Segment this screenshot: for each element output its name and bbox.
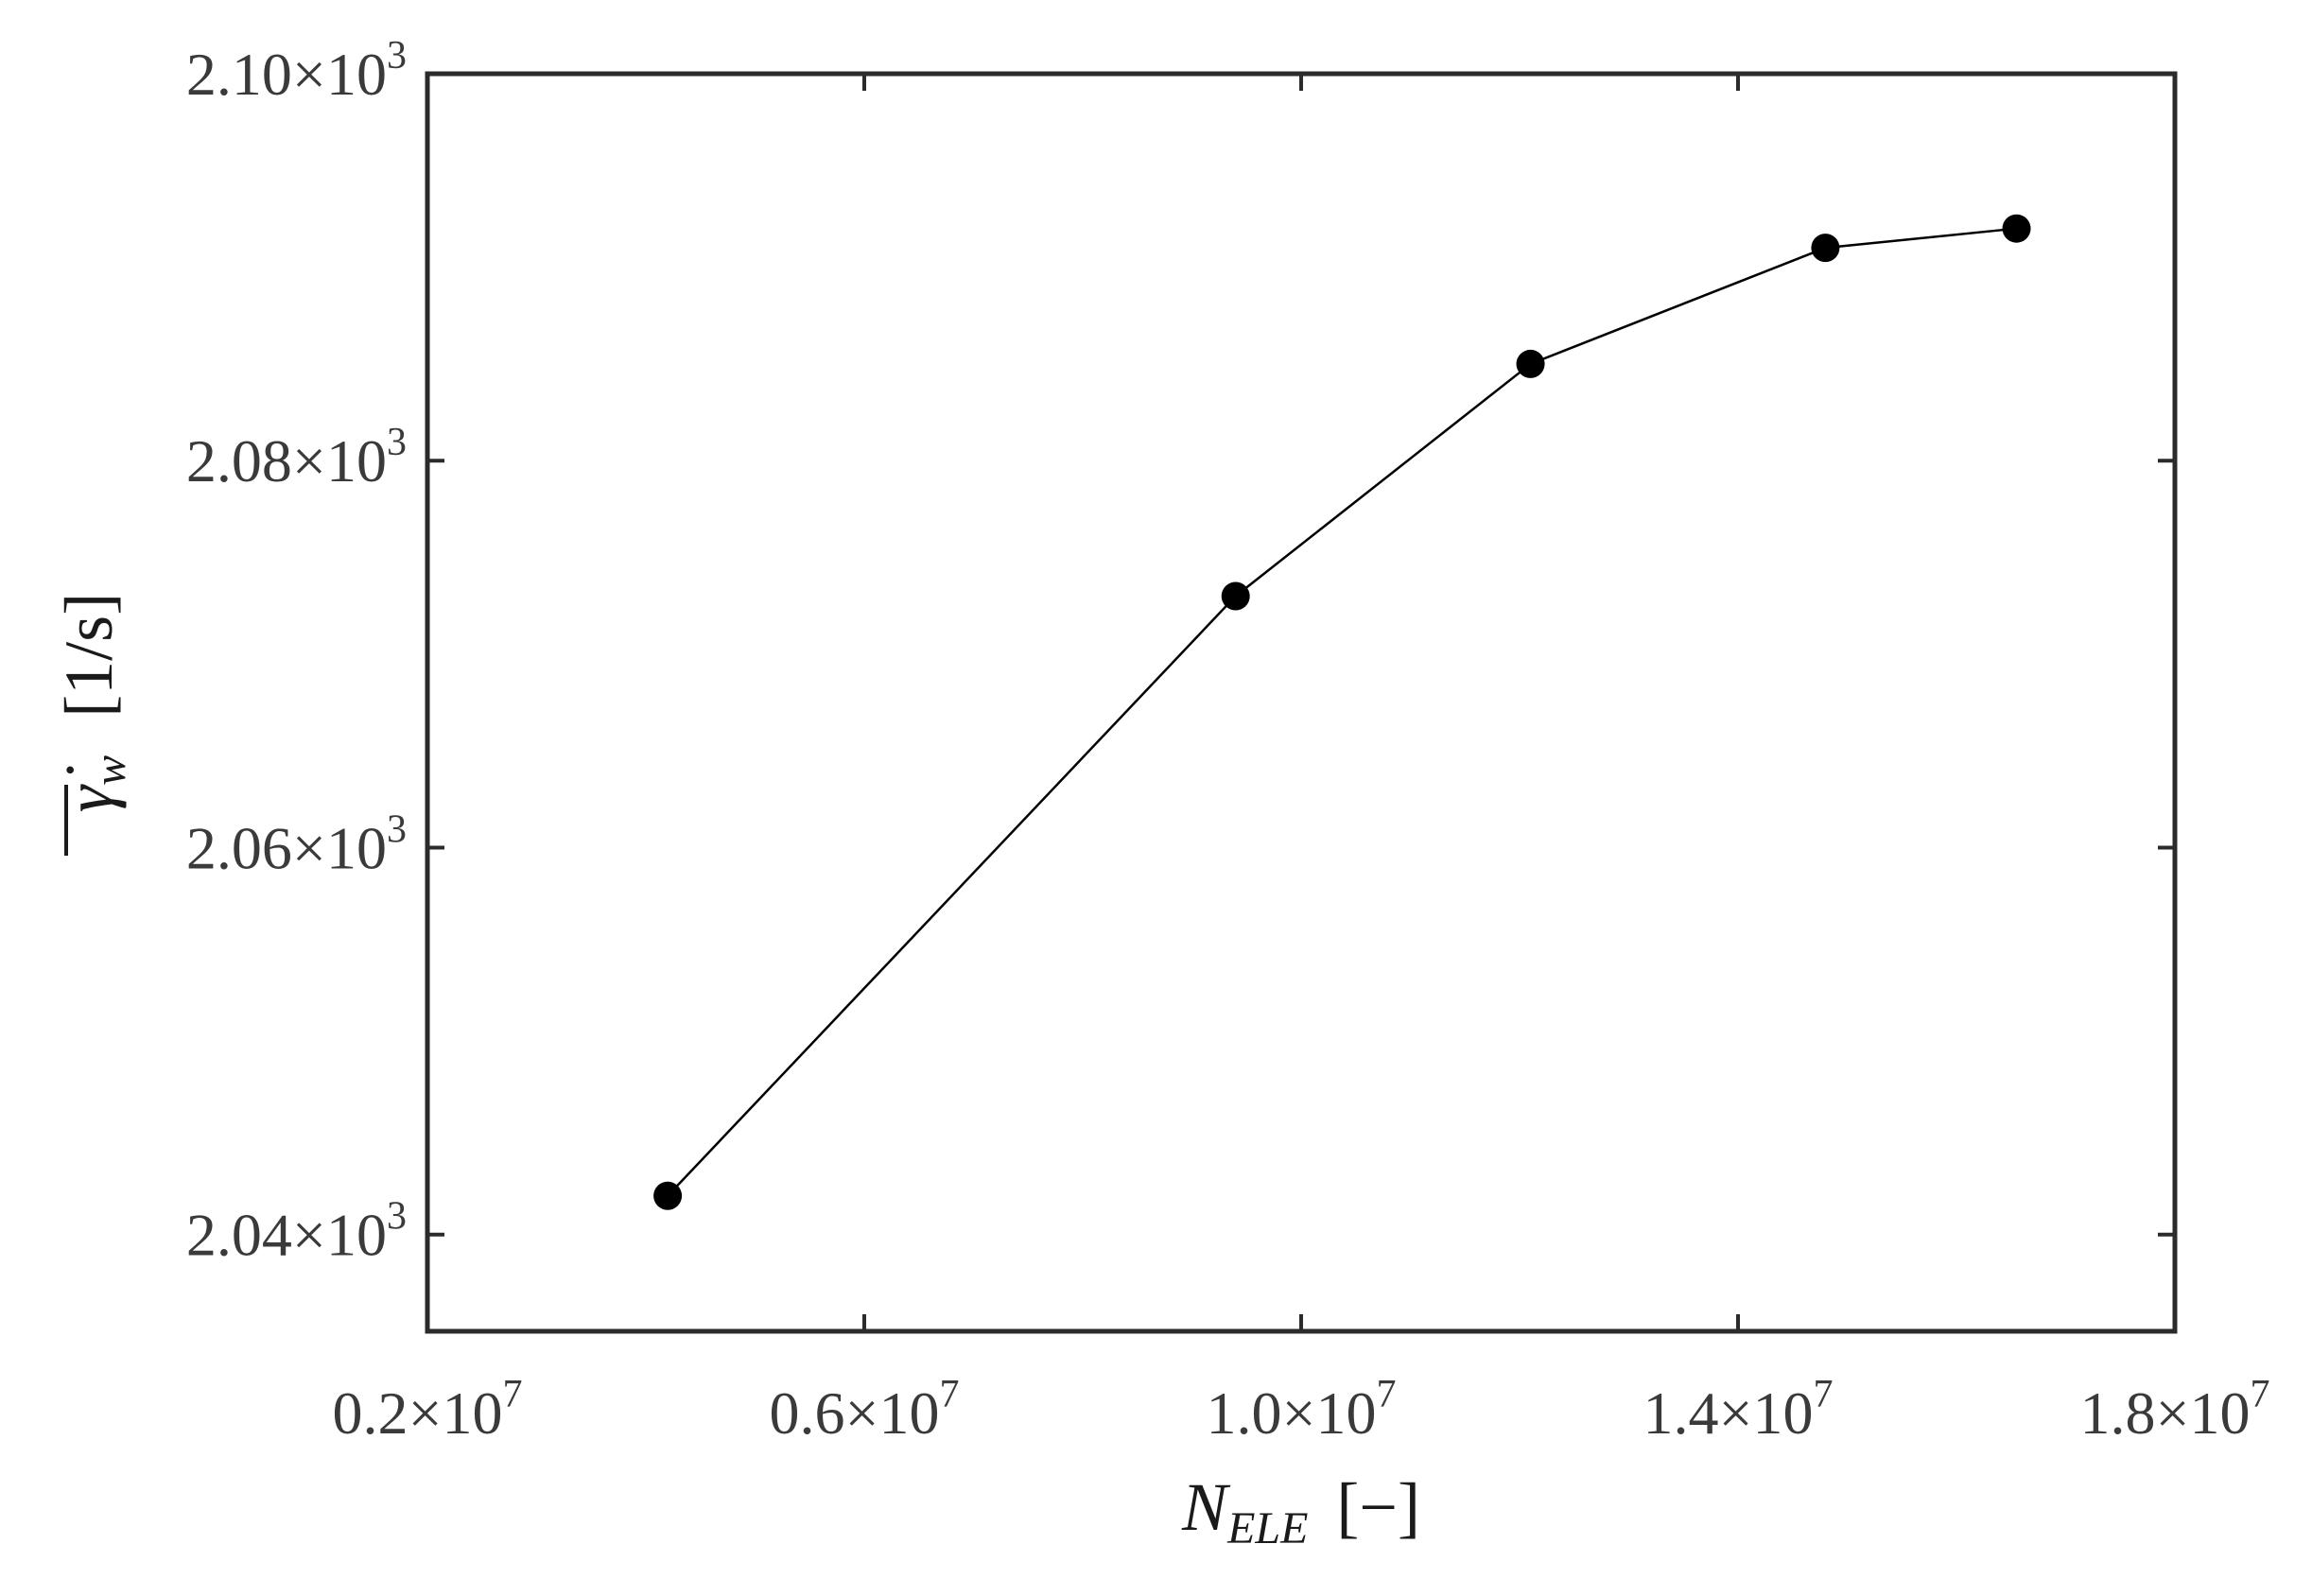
y-tick-label: 2.10×103 — [186, 34, 407, 108]
y-tick-label: 2.06×103 — [186, 807, 407, 881]
y-axis-ticks: 2.04×103 2.06×103 2.08×103 2.10×103 — [186, 34, 2175, 1269]
data-point — [653, 1181, 683, 1210]
plot-area-frame — [425, 71, 2178, 1334]
series-layer — [653, 214, 2031, 1210]
y-axis-label: γ̇w[1/s] — [51, 593, 135, 812]
data-point — [1811, 234, 1840, 263]
x-tick-label: 1.0×107 — [1206, 1373, 1396, 1447]
x-axis-label: NELE [−] — [1181, 1469, 1420, 1553]
data-point — [1516, 349, 1545, 378]
series-line — [667, 227, 2017, 1197]
x-axis-ticks: 0.2×107 0.6×107 1.0×107 1.4×107 1.8×107 — [332, 74, 2270, 1447]
y-tick-label: 2.04×103 — [186, 1195, 407, 1269]
y-tick-label: 2.08×103 — [186, 421, 407, 494]
x-tick-label: 0.6×107 — [769, 1373, 959, 1447]
data-point — [1221, 581, 1250, 611]
x-tick-label: 1.4×107 — [1643, 1373, 1833, 1447]
data-point — [2002, 214, 2031, 243]
x-tick-label: 1.8×107 — [2079, 1373, 2269, 1447]
x-tick-label: 0.2×107 — [332, 1373, 522, 1447]
